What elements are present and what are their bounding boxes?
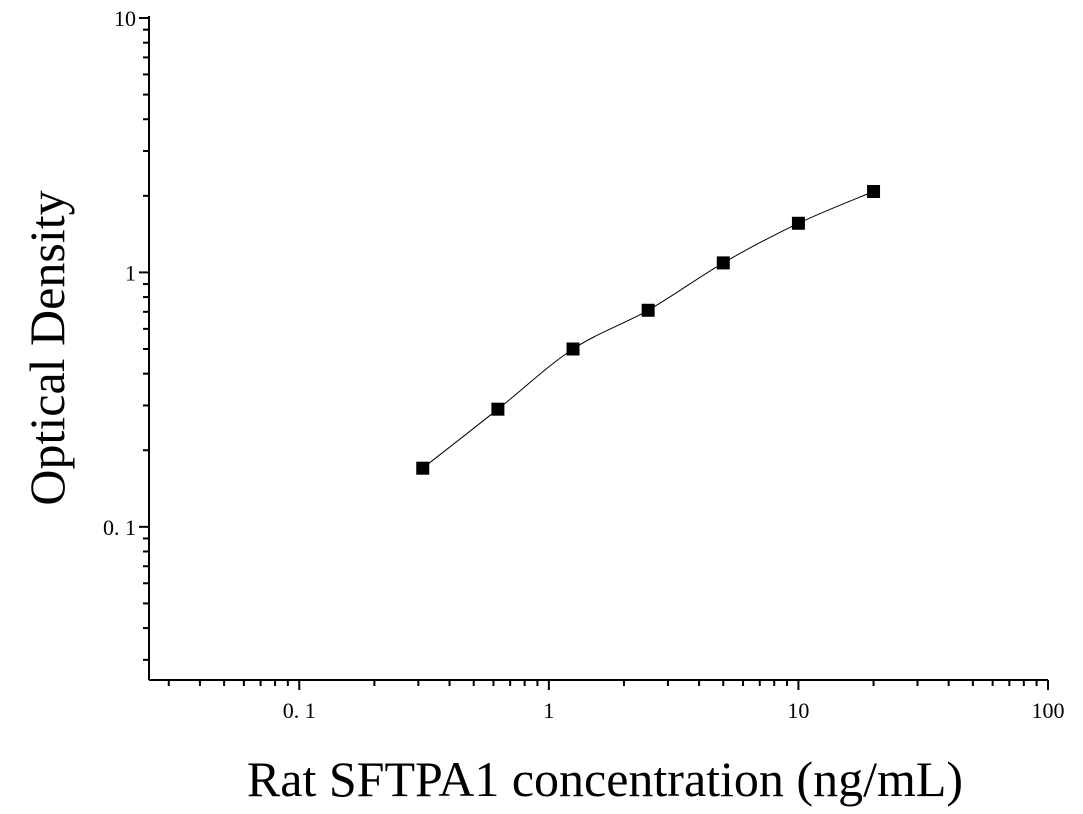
x-tick-label: 10 — [787, 698, 809, 723]
data-point — [867, 184, 881, 198]
y-axis-title: Optical Density — [19, 190, 75, 505]
x-tick-label: 100 — [1032, 698, 1065, 723]
x-tick-label: 1 — [543, 698, 554, 723]
x-axis-title: Rat SFTPA1 concentration (ng/mL) — [247, 751, 963, 807]
data-point — [716, 256, 730, 270]
y-tick-label: 10 — [114, 6, 136, 31]
y-tick-label: 1 — [125, 260, 136, 285]
data-points — [416, 184, 881, 475]
data-point — [491, 402, 505, 416]
axes — [148, 16, 1048, 681]
data-point — [791, 216, 805, 230]
ticks — [139, 17, 1049, 690]
fit-curve — [422, 191, 874, 469]
data-point — [641, 303, 655, 317]
data-point — [566, 342, 580, 356]
data-point — [416, 461, 430, 475]
y-tick-label: 0. 1 — [103, 515, 136, 540]
x-tick-label: 0. 1 — [283, 698, 316, 723]
tick-labels: 0. 1 1 10 100 0. 1 1 10 — [103, 6, 1065, 723]
